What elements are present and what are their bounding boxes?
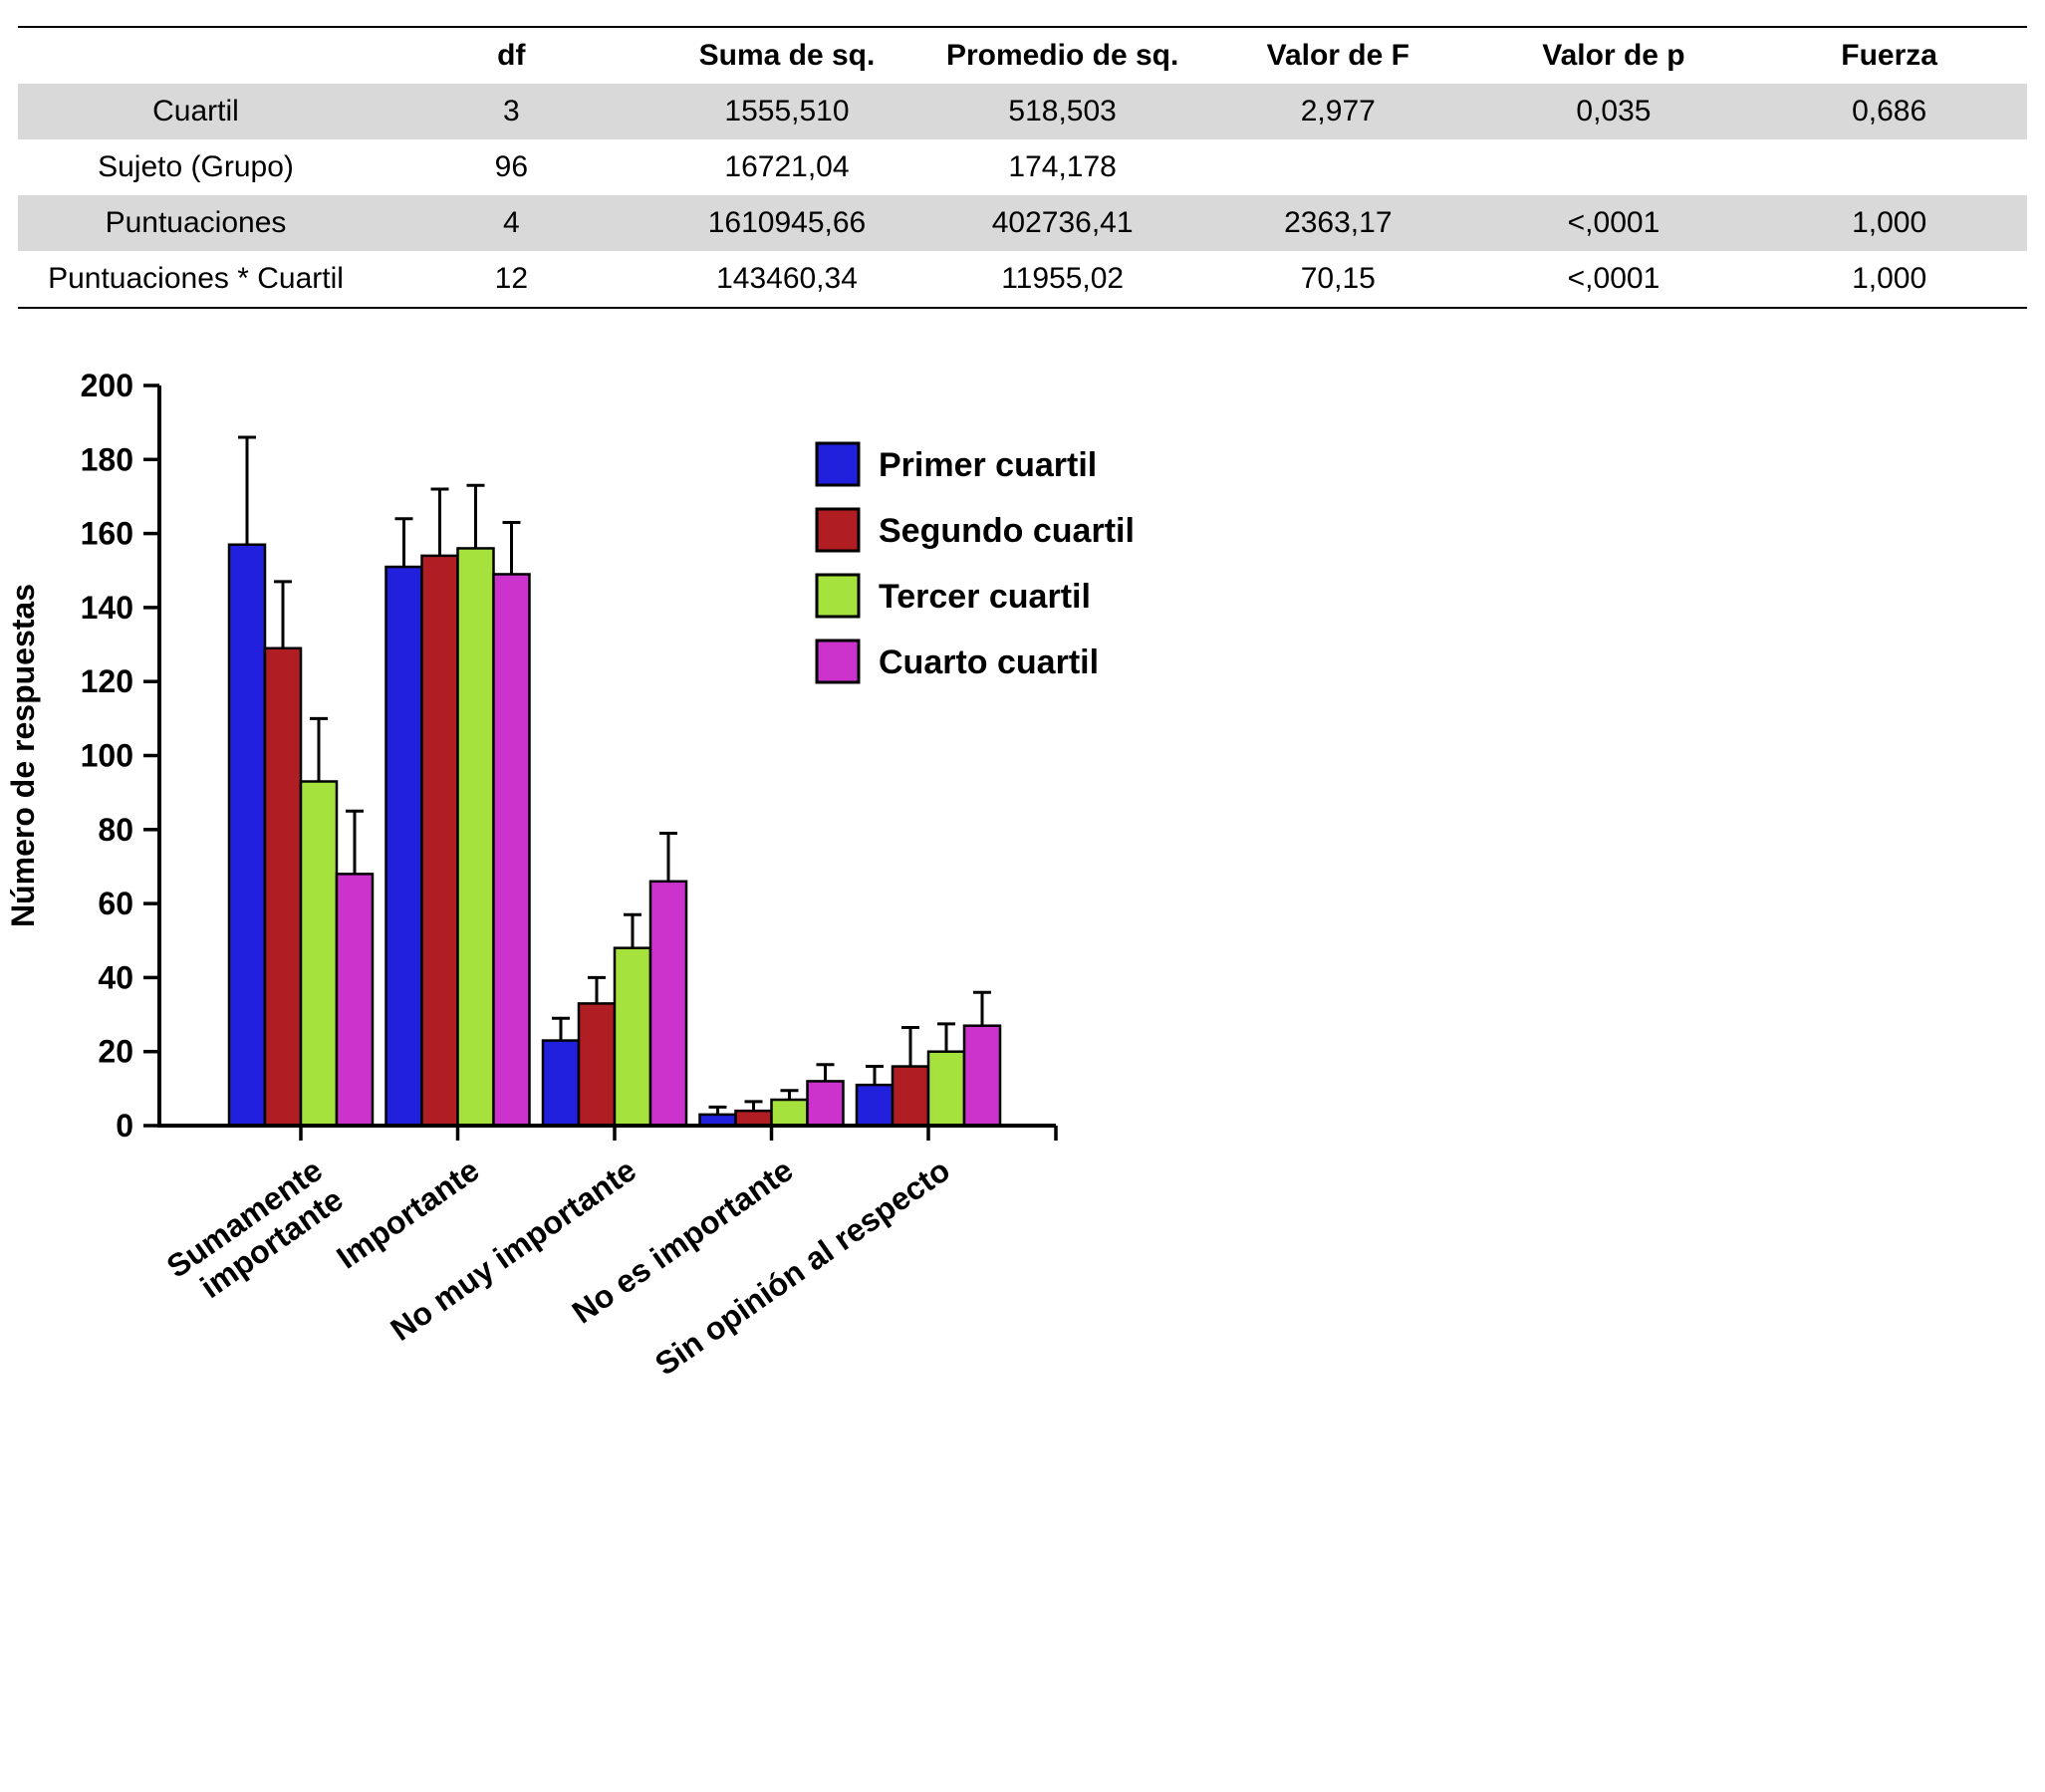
bar	[227, 543, 267, 1128]
y-tick-label: 140	[81, 590, 133, 626]
y-tick-label: 20	[98, 1034, 133, 1070]
legend-label: Cuarto cuartil	[879, 643, 1099, 681]
table-cell: 70,15	[1300, 262, 1376, 295]
column-header: Valor de F	[1266, 39, 1409, 72]
y-tick-label: 100	[81, 738, 133, 774]
column-header: Fuerza	[1841, 39, 1937, 72]
table-cell: 402736,41	[991, 206, 1134, 239]
table-cell: 143460,34	[716, 262, 858, 295]
bar	[926, 1050, 966, 1128]
table-cell: 16721,04	[724, 150, 850, 183]
bar	[335, 873, 375, 1128]
bar	[806, 1080, 845, 1128]
table-cell: 4	[502, 206, 520, 239]
legend-swatch	[815, 441, 861, 487]
bar	[855, 1083, 895, 1128]
empty-corner-header	[18, 27, 374, 84]
bar	[770, 1098, 809, 1128]
table-cell: 1,000	[1852, 262, 1927, 295]
row-label: Cuartil	[152, 95, 239, 128]
anova-table: df Suma de sq. Promedio de sq. Valor de F Va…	[18, 26, 2027, 309]
x-category-label: Sumamenteimportante	[160, 1152, 350, 1314]
legend-swatch	[815, 573, 861, 619]
table-cell: 11955,02	[1001, 262, 1125, 295]
bar	[456, 547, 495, 1128]
table-cell	[1200, 139, 1476, 195]
legend-swatch	[815, 507, 861, 553]
table-row: Puntuaciones 4 1610945,66 402736,41 2363,17 <…	[18, 195, 2027, 251]
y-tick-label: 40	[98, 959, 133, 995]
bar	[648, 880, 688, 1128]
bar	[384, 565, 423, 1128]
bar	[492, 573, 531, 1128]
legend-label: Segundo cuartil	[879, 512, 1135, 550]
legend-label: Tercer cuartil	[879, 578, 1091, 616]
y-axis-title: Número de respuestas	[5, 584, 41, 927]
y-tick-label: 0	[116, 1108, 133, 1144]
y-tick-label: 200	[81, 368, 133, 403]
table-cell: 0,686	[1852, 95, 1927, 128]
y-tick-label: 60	[98, 886, 133, 921]
anova-table-head: df Suma de sq. Promedio de sq. Valor de F Va…	[18, 27, 2027, 84]
table-cell: 2363,17	[1284, 206, 1393, 239]
table-cell	[1476, 139, 1752, 195]
bar	[541, 1039, 581, 1128]
row-label: Puntuaciones	[105, 206, 287, 239]
y-tick-label: 160	[81, 516, 133, 552]
table-cell: 0,035	[1576, 95, 1652, 128]
x-category-label: Sin opinión al respecto	[648, 1152, 956, 1382]
y-tick-label: 120	[81, 663, 133, 699]
table-cell: 3	[502, 95, 520, 128]
table-cell: 1555,510	[724, 95, 850, 128]
column-header: Promedio de sq.	[945, 39, 1179, 72]
table-cell: 2,977	[1300, 95, 1376, 128]
anova-table-body: Cuartil 3 1555,510 518,503 2,977 0,035 0,686 Su…	[18, 84, 2027, 308]
table-row: Puntuaciones * Cuartil 12 143460,34 11955,0…	[18, 251, 2027, 308]
y-tick-label: 180	[81, 441, 133, 477]
bar	[263, 646, 303, 1128]
bar	[299, 780, 339, 1128]
chart-svg: 0 20 40 60 80 100 120 140 160 180 200 Sumamenteimpo…	[5, 368, 1135, 1383]
table-cell: 1,000	[1852, 206, 1927, 239]
column-header: Suma de sq.	[698, 39, 876, 72]
table-cell	[1751, 139, 2027, 195]
bar	[734, 1109, 773, 1128]
grouped-bar-chart: 0 20 40 60 80 100 120 140 160 180 200 Sumamenteimpo…	[0, 359, 2045, 1788]
bar	[420, 554, 459, 1128]
table-header-row: df Suma de sq. Promedio de sq. Valor de F Va…	[18, 27, 2027, 84]
table-cell: 518,503	[1008, 95, 1117, 128]
row-label: Sujeto (Grupo)	[98, 150, 294, 183]
table-row: Sujeto (Grupo) 96 16721,04 174,178	[18, 139, 2027, 195]
table-cell: 174,178	[1008, 150, 1117, 183]
legend-label: Primer cuartil	[879, 446, 1097, 484]
table-cell: 96	[494, 150, 529, 183]
table-cell: <,0001	[1567, 206, 1661, 239]
column-header: df	[497, 39, 526, 72]
legend-swatch	[815, 639, 861, 684]
row-label: Puntuaciones * Cuartil	[48, 262, 344, 295]
table-cell: 1610945,66	[707, 206, 867, 239]
table-cell: <,0001	[1567, 262, 1661, 295]
table-cell: 12	[494, 262, 529, 295]
bar	[613, 946, 652, 1128]
bar	[962, 1024, 1002, 1128]
y-tick-label: 80	[98, 812, 133, 848]
table-row: Cuartil 3 1555,510 518,503 2,977 0,035 0,686	[18, 84, 2027, 139]
column-header: Valor de p	[1542, 39, 1685, 72]
x-category-label: Importante	[330, 1152, 485, 1275]
bar	[577, 1002, 617, 1128]
bar	[891, 1065, 930, 1128]
